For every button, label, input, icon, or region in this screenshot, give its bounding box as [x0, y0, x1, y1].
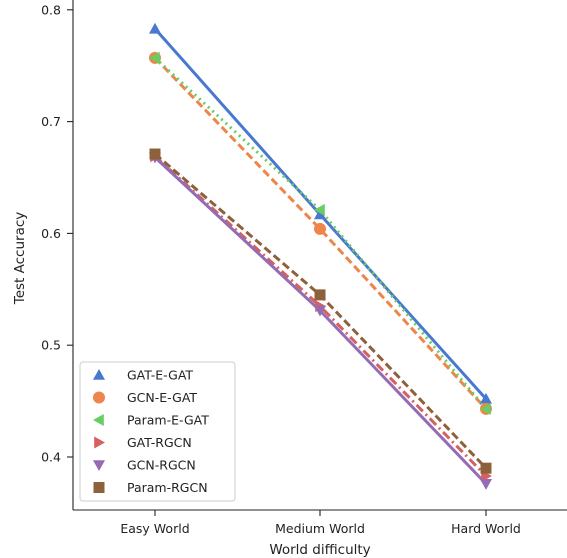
y-tick-label: 0.4	[41, 450, 61, 465]
data-point-marker	[149, 51, 160, 64]
x-tick-label: Hard World	[451, 521, 521, 536]
data-point-marker	[480, 479, 492, 490]
x-tick-label: Easy World	[120, 521, 189, 536]
y-axis-title: Test Accuracy	[12, 212, 28, 306]
x-axis-title: World difficulty	[269, 542, 370, 558]
data-point-marker	[314, 208, 326, 220]
y-ticks: 0.4 0.5 0.6 0.7 0.8	[41, 2, 73, 465]
data-point-marker	[314, 289, 326, 301]
legend-marker	[93, 482, 105, 493]
series-line	[153, 56, 488, 410]
legend-marker	[93, 460, 105, 471]
legend-marker	[93, 414, 104, 426]
legend-label: GAT-RGCN	[127, 435, 192, 450]
data-point-marker	[480, 392, 492, 404]
legend-frame	[79, 361, 236, 502]
legend-label: GCN-RGCN	[127, 458, 196, 473]
legend: GAT-E-GAT GCN-E-GAT Param-E-GAT GAT-RGCN GCN…	[79, 361, 236, 502]
series-line	[153, 56, 488, 410]
legend-label: GAT-E-GAT	[127, 368, 193, 383]
series-markers	[149, 22, 492, 490]
y-tick-label: 0.8	[41, 2, 61, 17]
y-tick-label: 0.7	[41, 114, 61, 129]
legend-marker	[93, 369, 105, 380]
y-tick-label: 0.5	[41, 338, 61, 353]
data-point-marker	[480, 402, 491, 415]
data-point-marker	[314, 305, 326, 317]
legend-label: Param-RGCN	[127, 480, 208, 495]
data-point-marker	[149, 22, 161, 34]
legend-marker	[94, 436, 105, 449]
x-ticks: Easy World Medium World Hard World	[120, 510, 521, 536]
legend-label: Param-E-GAT	[127, 413, 209, 428]
legend-label: GCN-E-GAT	[127, 390, 197, 405]
x-tick-label: Medium World	[275, 521, 365, 536]
y-tick-label: 0.6	[41, 226, 61, 241]
data-point-marker	[314, 203, 325, 216]
data-point-marker	[314, 222, 326, 235]
data-point-marker	[480, 462, 492, 474]
data-point-marker	[149, 148, 161, 160]
legend-marker	[93, 391, 105, 404]
